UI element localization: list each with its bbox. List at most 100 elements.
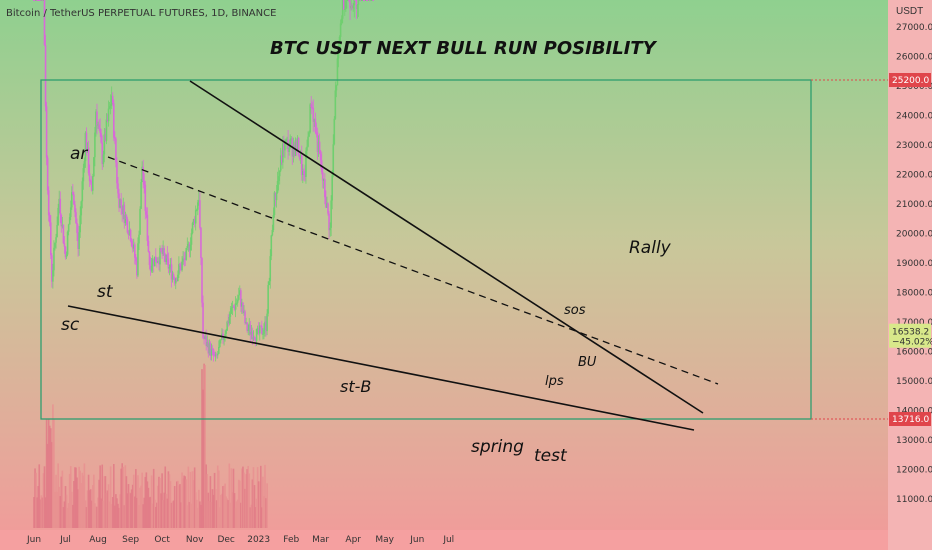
volume-bar — [68, 473, 71, 528]
candle-body — [360, 0, 363, 1]
volume-bar — [157, 485, 159, 528]
annotation-bu: BU — [578, 355, 597, 370]
candle-body — [68, 217, 71, 225]
volume-bar — [138, 504, 140, 528]
candle-body — [67, 224, 70, 232]
last-price-box — [889, 323, 931, 348]
volume-bar — [143, 497, 146, 528]
volume-bar — [97, 497, 99, 528]
candle-body — [272, 215, 275, 231]
candle-body — [80, 201, 83, 216]
volume-bar — [173, 486, 176, 528]
time-tick-label: Mar — [312, 535, 329, 545]
candle-body — [302, 171, 304, 176]
candle-body — [250, 331, 253, 335]
candle-body — [152, 258, 155, 267]
candle-body — [171, 274, 174, 280]
volume-bar — [164, 466, 167, 528]
volume-bar — [221, 493, 223, 528]
volume-bar — [218, 470, 220, 528]
candle-body — [148, 251, 151, 266]
volume-bar — [229, 502, 232, 528]
candle-body — [52, 270, 54, 282]
volume-bar — [233, 493, 236, 528]
candle-body — [147, 241, 150, 252]
volume-bar — [52, 404, 54, 528]
candle-body — [71, 192, 73, 208]
candle-body — [205, 336, 207, 346]
volume-bar — [191, 471, 194, 528]
volume-bar — [130, 489, 133, 528]
volume-bars — [33, 363, 268, 528]
volume-bar — [232, 468, 235, 528]
candle-body — [114, 137, 116, 139]
volume-bar — [127, 484, 130, 528]
time-tick-label: Jun — [409, 535, 424, 545]
price-tick-label: 16000.0 — [896, 348, 932, 358]
volume-bar — [254, 507, 257, 528]
candle-body — [127, 232, 130, 236]
volume-bar — [77, 489, 79, 528]
volume-bar — [237, 479, 240, 528]
candle-body — [350, 5, 352, 9]
volume-bar — [209, 476, 212, 528]
candle-body — [229, 313, 232, 317]
volume-bar — [214, 489, 217, 528]
volume-bar — [231, 492, 234, 528]
volume-bar — [160, 493, 162, 528]
candle-body — [224, 333, 226, 337]
candle-body — [74, 204, 76, 213]
candle-body — [251, 331, 254, 340]
annotation-ar: ar — [70, 144, 88, 164]
volume-bar — [147, 487, 150, 528]
candle-body — [299, 155, 302, 159]
volume-bar — [65, 494, 68, 528]
candle-body — [118, 193, 120, 208]
volume-bar — [161, 473, 163, 528]
volume-bar — [227, 500, 230, 528]
volume-bar — [155, 506, 157, 528]
candle-body — [178, 264, 180, 275]
candle-body — [276, 180, 279, 193]
candle-body — [56, 225, 58, 238]
candle-body — [36, 0, 38, 1]
volume-bar — [75, 467, 77, 528]
candle-body — [294, 140, 297, 156]
volume-bar — [36, 497, 38, 528]
volume-bar — [85, 507, 88, 528]
volume-bar — [171, 501, 174, 528]
annotation-st-b: st-B — [340, 377, 372, 396]
candle-body — [252, 337, 255, 340]
currency-label: USDT — [896, 6, 924, 17]
candle-body — [228, 316, 231, 324]
price-axis-background — [888, 0, 932, 550]
candle-body — [244, 311, 246, 324]
price-tick-label: 26000.0 — [896, 52, 932, 62]
volume-bar — [39, 499, 42, 528]
time-tick-label: Aug — [89, 535, 107, 545]
volume-bar — [34, 468, 36, 528]
volume-bar — [100, 498, 102, 528]
candle-body — [293, 144, 296, 156]
volume-bar — [69, 466, 72, 528]
candle-body — [94, 132, 96, 158]
candle-body — [346, 0, 348, 1]
candle-body — [298, 154, 301, 159]
candle-body — [226, 321, 228, 331]
volume-bar — [203, 363, 205, 528]
volume-bar — [110, 504, 113, 528]
volume-bar — [125, 476, 128, 528]
candle-body — [317, 141, 320, 153]
price-axis: 11000.0 12000.0 13000.0 14000.0 15000.0 16000… — [889, 23, 932, 505]
candle-body — [97, 124, 99, 126]
lower-trendline — [67, 305, 695, 431]
candle-body — [348, 0, 350, 2]
candle-body — [198, 200, 200, 203]
volume-bar — [139, 487, 141, 528]
volume-bar — [64, 486, 67, 528]
candle-body — [168, 266, 171, 269]
candle-body — [209, 343, 212, 356]
volume-bar — [84, 500, 87, 528]
volume-bar — [177, 480, 179, 528]
